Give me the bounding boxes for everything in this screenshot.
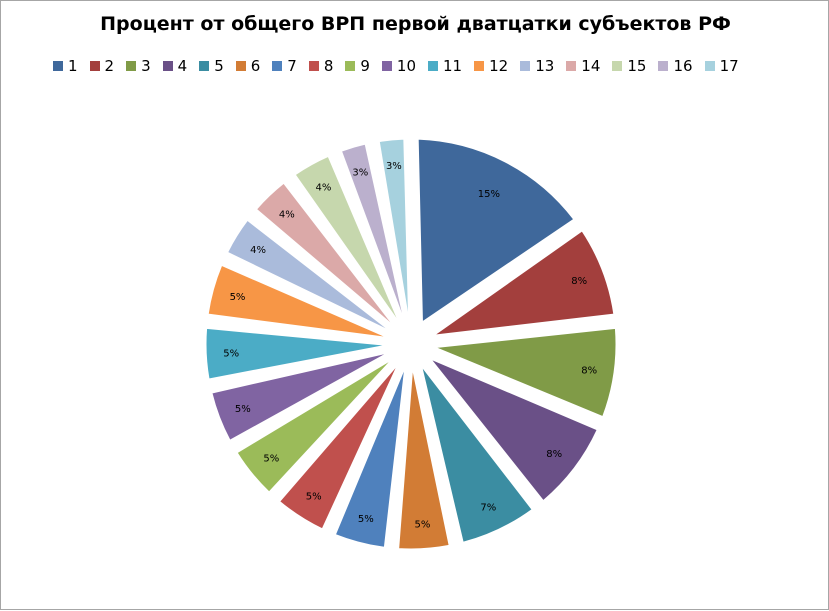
data-label-2: 8% [571,276,587,287]
data-label-13: 4% [250,245,266,256]
data-label-4: 8% [546,449,562,460]
data-label-8: 5% [306,491,322,502]
data-label-5: 7% [480,503,496,514]
data-label-7: 5% [358,514,374,525]
data-label-16: 3% [352,167,368,178]
data-label-15: 4% [316,183,332,194]
data-label-17: 3% [386,161,402,172]
data-label-1: 15% [478,189,500,200]
data-label-14: 4% [279,210,295,221]
data-label-9: 5% [263,453,279,464]
data-label-10: 5% [235,404,251,415]
data-label-11: 5% [223,349,239,360]
data-label-12: 5% [230,292,246,303]
data-label-3: 8% [581,366,597,377]
data-label-6: 5% [414,520,430,531]
